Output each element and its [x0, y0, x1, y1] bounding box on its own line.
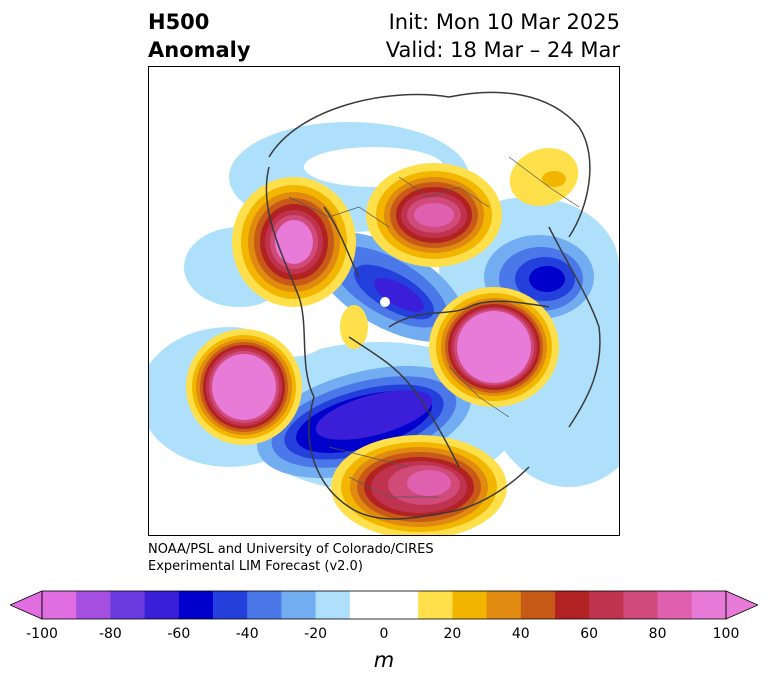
- credit-line2: Experimental LIM Forecast (v2.0): [148, 559, 363, 574]
- map-panel: [148, 66, 620, 536]
- anomaly-map: [149, 91, 619, 535]
- colorbar-tick-label: -40: [235, 626, 259, 642]
- colorbar-arrow-right: [725, 590, 758, 620]
- colorbar-cell: [657, 591, 693, 619]
- colorbar-cell: [178, 591, 214, 619]
- colorbar-tick-label: -60: [167, 626, 191, 642]
- ridge-east-asia: [232, 177, 356, 307]
- colorbar-cell: [213, 591, 248, 619]
- colorbar-tick-label: 60: [580, 626, 599, 642]
- colorbar-cell: [110, 591, 146, 619]
- colorbar-cell: [349, 591, 385, 619]
- variable-type: Anomaly: [148, 38, 251, 62]
- colorbar-cell: [247, 591, 282, 619]
- colorbar-ticks: -100 -80 -60 -40 -20 0 20 40 60 80 100: [0, 626, 768, 646]
- colorbar-frame: [41, 590, 727, 620]
- colorbar: [10, 590, 758, 620]
- credit: NOAA/PSL and University of Colorado/CIRE…: [148, 541, 434, 575]
- colorbar-tick-label: 40: [511, 626, 530, 642]
- ridge-north-pacific: [186, 329, 302, 445]
- colorbar-cell: [42, 591, 77, 619]
- colorbar-tick-label: 80: [648, 626, 667, 642]
- ridge-north-atlantic: [429, 287, 559, 407]
- ridge-alaska: [509, 148, 579, 206]
- coastlines: [265, 91, 601, 520]
- colorbar-cell: [555, 591, 590, 619]
- colorbar-arrow-left: [10, 590, 43, 620]
- colorbar-cell: [623, 591, 659, 619]
- ridge-scandinavia: [366, 163, 502, 267]
- colorbar-cells: [42, 591, 727, 619]
- ridge-small-yellow: [340, 305, 368, 349]
- colorbar-cell: [281, 591, 317, 619]
- colorbar-cell: [520, 591, 556, 619]
- ridge-central-north-america: [331, 435, 507, 535]
- title-right: Init: Mon 10 Mar 2025 Valid: 18 Mar – 24…: [386, 8, 620, 64]
- colorbar-tick-label: -20: [304, 626, 328, 642]
- colorbar-cell: [486, 591, 522, 619]
- variable-name: H500: [148, 10, 210, 34]
- colorbar-tick-label: 20: [443, 626, 462, 642]
- colorbar-cell: [144, 591, 180, 619]
- title-left: H500 Anomaly: [148, 8, 251, 64]
- colorbar-cell: [76, 591, 111, 619]
- borders: [288, 156, 580, 498]
- colorbar-cell: [452, 591, 488, 619]
- colorbar-cell: [589, 591, 624, 619]
- colorbar-unit: m: [373, 648, 395, 672]
- colorbar-cell: [315, 591, 351, 619]
- colorbar-cell: [418, 591, 453, 619]
- north-pole-marker: [380, 297, 390, 307]
- colorbar-cell: [384, 591, 419, 619]
- colorbar-tick-label: 100: [712, 626, 740, 642]
- colorbar-tick-label: -80: [98, 626, 122, 642]
- credit-line1: NOAA/PSL and University of Colorado/CIRE…: [148, 542, 434, 557]
- colorbar-tick-label: 0: [379, 626, 389, 642]
- colorbar-cell: [691, 591, 727, 619]
- valid-range: Valid: 18 Mar – 24 Mar: [385, 38, 620, 62]
- colorbar-tick-label: -100: [26, 626, 58, 642]
- init-date: Init: Mon 10 Mar 2025: [388, 10, 620, 34]
